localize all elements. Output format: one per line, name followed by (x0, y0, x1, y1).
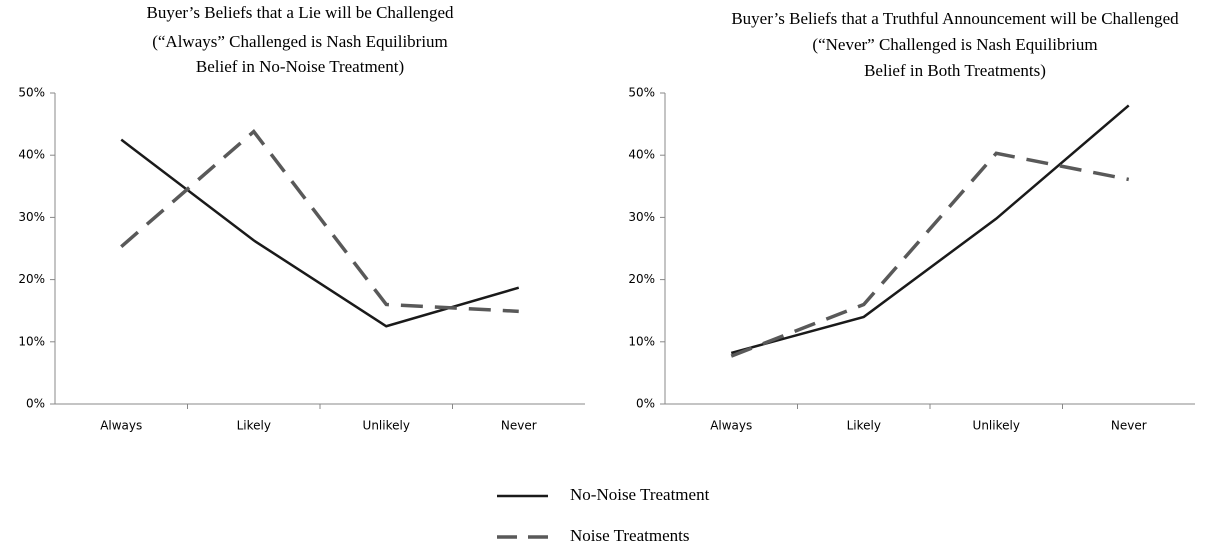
y-tick-label: 40% (18, 148, 45, 162)
chart-title: (“Never” Challenged is Nash Equilibrium (812, 35, 1097, 54)
series-line (120, 138, 520, 328)
y-tick-label: 20% (18, 272, 45, 286)
y-tick-label: 30% (628, 210, 655, 224)
y-tick-label: 50% (628, 86, 655, 100)
chart-title: Buyer’s Beliefs that a Lie will be Chall… (146, 3, 454, 22)
y-tick-label: 50% (18, 86, 45, 100)
legend-label: No-Noise Treatment (570, 485, 710, 504)
x-tick-label: Never (501, 419, 537, 433)
chart-title: Buyer’s Beliefs that a Truthful Announce… (731, 9, 1179, 28)
x-tick-label: Unlikely (363, 419, 410, 433)
x-tick-label: Always (710, 419, 752, 433)
series-line (730, 151, 1130, 358)
y-tick-label: 30% (18, 210, 45, 224)
x-tick-label: Always (100, 419, 142, 433)
chart-title: (“Always” Challenged is Nash Equilibrium (152, 32, 448, 51)
series-line (730, 104, 1130, 355)
y-tick-label: 40% (628, 148, 655, 162)
x-tick-label: Never (1111, 419, 1147, 433)
y-tick-label: 0% (636, 397, 655, 411)
series-line (120, 129, 519, 314)
chart-title: Belief in No-Noise Treatment) (196, 57, 404, 76)
legend-label: Noise Treatments (570, 526, 689, 545)
x-tick-label: Likely (847, 419, 881, 433)
chart-title: Belief in Both Treatments) (864, 61, 1046, 80)
y-tick-label: 0% (26, 397, 45, 411)
y-tick-label: 20% (628, 272, 655, 286)
x-tick-label: Unlikely (973, 419, 1020, 433)
x-tick-label: Likely (237, 419, 271, 433)
y-tick-label: 10% (628, 334, 655, 348)
y-tick-label: 10% (18, 334, 45, 348)
